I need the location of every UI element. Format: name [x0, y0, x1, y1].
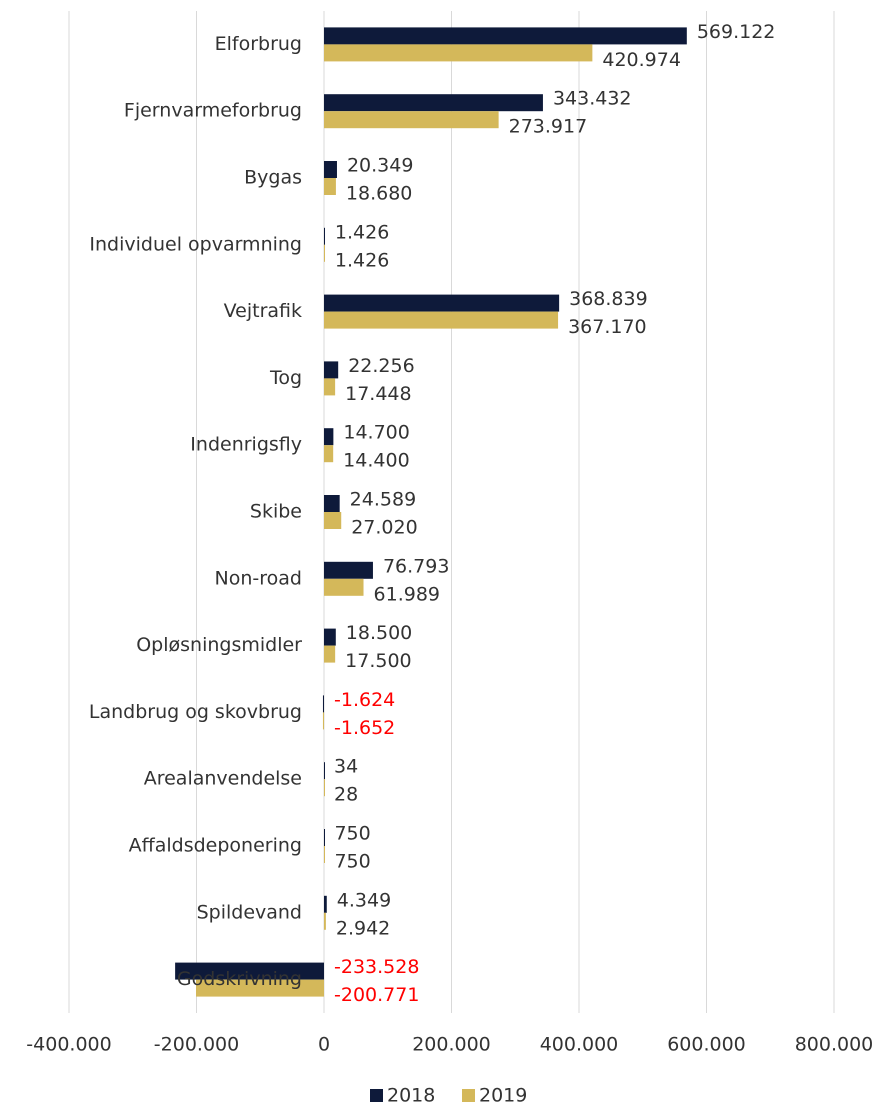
data-label: 61.989 — [374, 583, 440, 605]
bar — [324, 779, 325, 797]
bar — [322, 695, 324, 713]
data-label: 22.256 — [348, 355, 414, 377]
data-label: 343.432 — [553, 88, 632, 110]
data-label: 20.349 — [347, 155, 413, 177]
y-tick-label: Landbrug og skovbrug — [89, 701, 302, 723]
bar — [324, 445, 334, 463]
bar — [324, 378, 336, 396]
data-label: 27.020 — [351, 517, 417, 539]
bar — [324, 428, 334, 446]
data-label: 420.974 — [602, 49, 681, 71]
bar — [324, 628, 336, 646]
bar — [324, 578, 364, 596]
y-tick-label: Arealanvendelse — [144, 768, 302, 790]
y-tick-label: Bygas — [244, 167, 302, 189]
data-label: 28 — [334, 784, 358, 806]
data-label: 569.122 — [697, 21, 776, 43]
data-label: 4.349 — [337, 889, 391, 911]
data-label: 14.400 — [343, 450, 409, 472]
data-label: -1.652 — [334, 717, 395, 739]
bar — [196, 979, 324, 997]
data-label: 368.839 — [569, 288, 648, 310]
data-label: 1.426 — [335, 249, 389, 271]
bar — [324, 829, 325, 846]
bar — [324, 645, 336, 663]
legend-label: 2018 — [387, 1085, 435, 1105]
y-tick-label: Affaldsdeponering — [129, 835, 302, 857]
legend-swatch — [370, 1089, 383, 1102]
data-label: 76.793 — [383, 555, 449, 577]
bar — [324, 244, 325, 262]
data-label: 273.917 — [509, 116, 588, 138]
bar — [324, 495, 340, 512]
data-label: 2.942 — [336, 917, 390, 939]
bar — [324, 27, 687, 45]
legend-swatch — [462, 1089, 475, 1102]
y-tick-label: Elforbrug — [215, 33, 302, 55]
bar — [324, 44, 593, 62]
bar — [175, 962, 324, 980]
x-tick-label: -200.000 — [154, 1034, 239, 1056]
data-label: 750 — [334, 851, 370, 873]
data-label: 14.700 — [343, 422, 409, 444]
data-label: -233.528 — [334, 956, 419, 978]
bar — [322, 712, 324, 730]
y-tick-label: Indenrigsfly — [190, 434, 302, 456]
bar — [324, 895, 327, 913]
bar — [324, 178, 336, 195]
bar — [324, 762, 325, 780]
y-tick-label: Fjernvarmeforbrug — [124, 100, 302, 122]
x-tick-label: 200.000 — [412, 1034, 491, 1056]
bar — [324, 561, 373, 579]
data-label: 18.500 — [346, 622, 412, 644]
data-label: 34 — [334, 756, 358, 778]
x-tick-label: 600.000 — [667, 1034, 746, 1056]
bar — [324, 846, 325, 863]
y-tick-label: Godskrivning — [177, 968, 302, 990]
y-tick-label: Individuel opvarmning — [89, 233, 302, 255]
y-tick-label: Vejtrafik — [224, 300, 302, 322]
x-tick-label: 800.000 — [795, 1034, 874, 1056]
x-tick-label: 0 — [318, 1034, 330, 1056]
data-label: 367.170 — [568, 316, 647, 338]
x-tick-label: -400.000 — [26, 1034, 111, 1056]
legend-label: 2019 — [479, 1085, 527, 1105]
y-tick-label: Opløsningsmidler — [136, 634, 302, 656]
data-label: 24.589 — [350, 489, 416, 511]
y-tick-label: Spildevand — [197, 901, 302, 923]
bar — [324, 361, 339, 379]
bar — [324, 294, 560, 312]
data-label: 750 — [334, 823, 370, 845]
data-label: 17.500 — [345, 650, 411, 672]
bar — [324, 912, 326, 930]
bar — [324, 512, 342, 529]
bar — [324, 94, 543, 112]
data-label: 1.426 — [335, 221, 389, 243]
y-tick-label: Non-road — [215, 567, 302, 589]
bar — [324, 227, 325, 245]
y-tick-label: Tog — [269, 367, 302, 389]
y-tick-label: Skibe — [250, 501, 302, 523]
data-label: 18.680 — [346, 183, 412, 205]
data-label: 17.448 — [345, 383, 411, 405]
x-tick-label: 400.000 — [540, 1034, 619, 1056]
bar — [324, 311, 559, 329]
data-label: -1.624 — [334, 689, 395, 711]
data-label: -200.771 — [334, 984, 419, 1006]
bar — [324, 161, 337, 178]
bar — [324, 111, 499, 129]
